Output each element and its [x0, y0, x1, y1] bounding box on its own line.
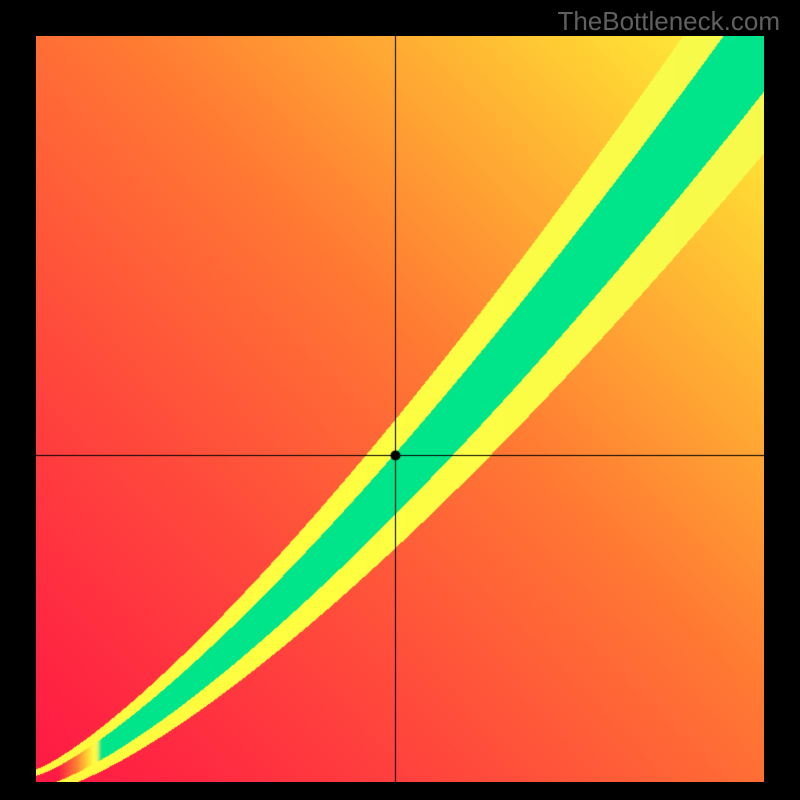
- heatmap-canvas: [36, 36, 764, 782]
- heatmap-plot: [36, 36, 764, 782]
- watermark-text: TheBottleneck.com: [557, 6, 780, 37]
